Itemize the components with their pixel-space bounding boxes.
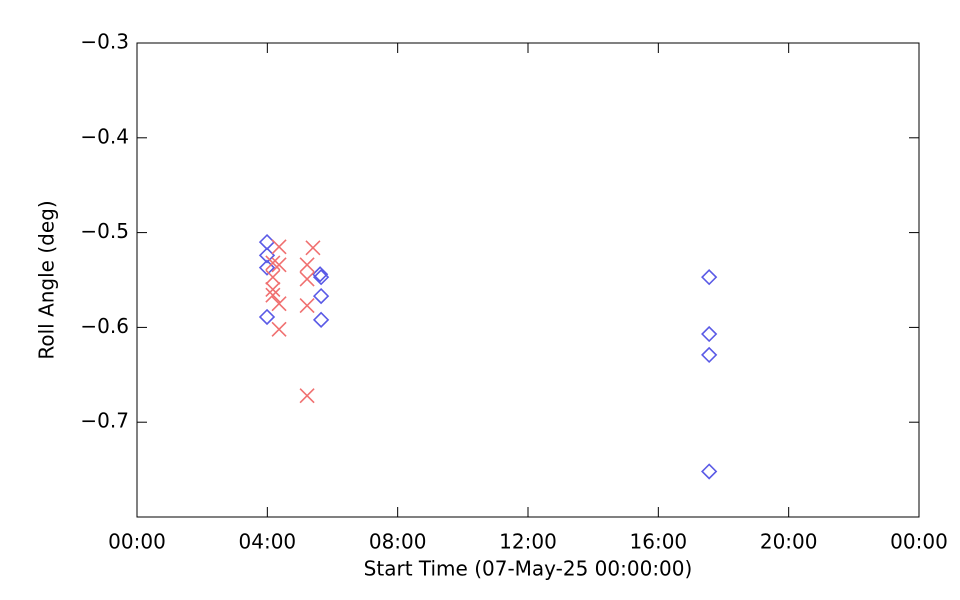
point: [271, 257, 287, 273]
y-tick-label: −0.6: [80, 314, 129, 338]
y-tick-label: −0.5: [80, 219, 129, 243]
x-tick-label: 16:00: [630, 530, 688, 554]
point: [701, 463, 718, 480]
point: [265, 269, 281, 285]
point: [312, 269, 330, 286]
point: [265, 255, 281, 271]
point: [701, 269, 718, 286]
point: [311, 266, 329, 283]
point: [271, 239, 287, 255]
point: [258, 259, 276, 276]
x-tick-label: 08:00: [369, 530, 427, 554]
y-tick-label: −0.7: [80, 409, 129, 433]
y-axis-label: Roll Angle (deg): [35, 200, 59, 359]
point: [701, 346, 718, 364]
y-tick-label: −0.4: [80, 124, 129, 148]
y-tick-label: −0.3: [80, 30, 129, 54]
point: [701, 325, 718, 343]
x-tick-label: 00:00: [890, 530, 948, 554]
x-tick-label: 20:00: [760, 530, 818, 554]
point: [312, 287, 330, 305]
point: [299, 257, 315, 273]
point: [271, 296, 287, 312]
point: [312, 311, 330, 328]
point: [299, 298, 315, 314]
point: [258, 308, 276, 326]
point: [271, 321, 287, 337]
plot-frame: [136, 42, 920, 518]
point: [299, 388, 315, 404]
point: [265, 281, 281, 298]
x-tick-label: 00:00: [108, 530, 166, 554]
point: [258, 247, 276, 264]
point: [305, 240, 321, 256]
point: [265, 287, 281, 303]
x-tick-label: 04:00: [239, 530, 297, 554]
x-axis-label: Start Time (07-May-25 00:00:00): [364, 557, 693, 581]
x-tick-label: 12:00: [499, 530, 557, 554]
point: [258, 233, 276, 251]
point: [299, 271, 315, 287]
